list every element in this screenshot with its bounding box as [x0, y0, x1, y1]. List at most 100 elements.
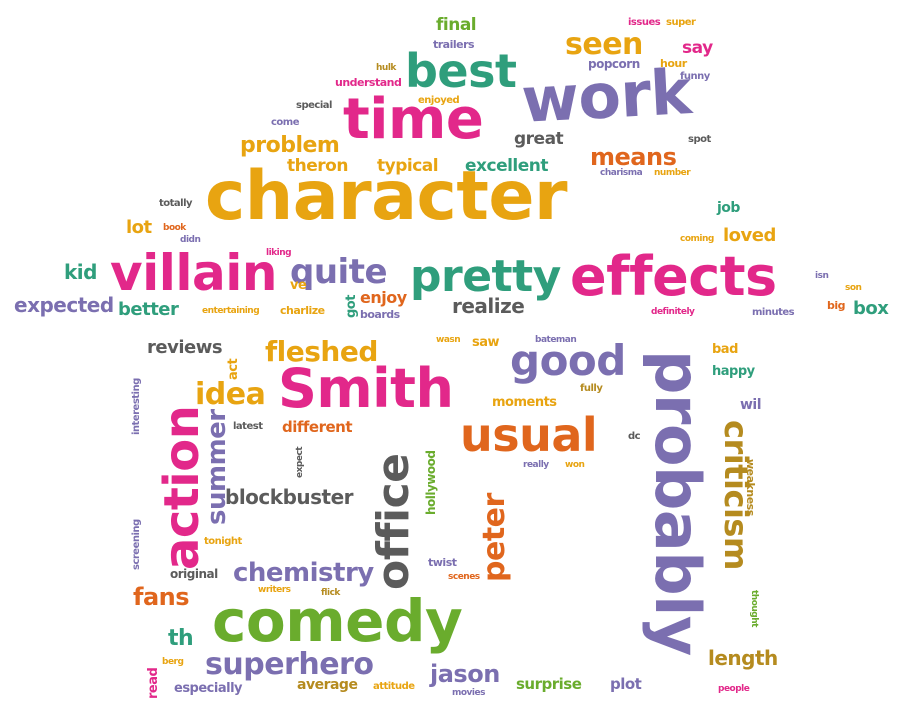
word-interesting: interesting	[132, 378, 142, 435]
word-weakness: weakness	[745, 459, 756, 516]
word-charlize: charlize	[280, 305, 325, 316]
word-attitude: attitude	[373, 682, 415, 692]
word-issues: issues	[628, 18, 660, 28]
word-kid: kid	[64, 262, 97, 282]
word-entertaining: entertaining	[202, 307, 259, 316]
word-fans: fans	[133, 585, 189, 609]
word-spot: spot	[688, 135, 711, 145]
word-act: act	[227, 359, 240, 380]
word-wasn: wasn	[436, 336, 460, 345]
word-action: action	[158, 406, 206, 570]
word-moments: moments	[492, 396, 557, 409]
word-time: time	[343, 92, 483, 148]
word-superhero: superhero	[205, 650, 373, 680]
word-hollywood: hollywood	[425, 451, 437, 516]
word-smith: Smith	[278, 362, 453, 416]
word-special: special	[296, 101, 332, 111]
word-come: come	[271, 118, 299, 128]
word-enjoyed: enjoyed	[418, 96, 459, 106]
word-seen: seen	[565, 30, 643, 60]
word-say: say	[682, 40, 713, 57]
word-understand: understand	[335, 77, 401, 88]
word-villain: villain	[110, 248, 277, 298]
word-funny: funny	[680, 72, 710, 82]
word-original: original	[170, 568, 218, 580]
word-box: box	[853, 300, 888, 318]
word-chemistry: chemistry	[233, 560, 374, 586]
word-trailers: trailers	[433, 39, 474, 50]
word-work: work	[520, 61, 693, 132]
word-happy: happy	[712, 365, 755, 378]
word-wil: wil	[740, 398, 761, 412]
word-especially: especially	[174, 682, 242, 695]
word-latest: latest	[233, 422, 262, 432]
word-fleshed: fleshed	[265, 338, 378, 366]
word-bad: bad	[712, 343, 738, 356]
word-hulk: hulk	[376, 64, 396, 73]
word-fully: fully	[580, 384, 602, 394]
word-boards: boards	[360, 309, 400, 320]
word-peter: peter	[480, 493, 510, 582]
word-big: big	[827, 300, 845, 311]
word-length: length	[708, 648, 778, 668]
word-problem: problem	[240, 135, 339, 157]
word-number: number	[654, 169, 690, 178]
word-pretty: pretty	[410, 255, 561, 299]
word-theron: theron	[287, 158, 348, 175]
word-hour: hour	[660, 58, 687, 69]
word-expected: expected	[14, 295, 114, 315]
word-means: means	[590, 145, 676, 169]
word-better: better	[118, 301, 178, 319]
word-different: different	[282, 420, 352, 435]
word-didn: didn	[180, 236, 200, 245]
word-expect: expect	[296, 447, 305, 478]
word-usual: usual	[460, 412, 597, 458]
word-isn: isn	[815, 272, 828, 281]
word-won: won	[565, 461, 584, 470]
word-minutes: minutes	[752, 308, 794, 318]
word-reviews: reviews	[147, 339, 222, 357]
word-popcorn: popcorn	[588, 58, 640, 70]
word-bateman: bateman	[535, 336, 576, 345]
word-summer: summer	[204, 409, 230, 525]
word-scenes: scenes	[448, 573, 480, 582]
word-lot: lot	[126, 219, 152, 237]
word-job: job	[717, 201, 740, 215]
word-final: final	[436, 17, 476, 34]
word-twist: twist	[428, 557, 457, 568]
word-plot: plot	[610, 677, 641, 692]
word-great: great	[514, 131, 563, 148]
word-blockbuster: blockbuster	[225, 487, 353, 507]
word-people: people	[718, 685, 749, 694]
word-writers: writers	[258, 586, 291, 595]
word-jason: jason	[430, 662, 500, 686]
word-book: book	[163, 224, 186, 233]
word-liking: liking	[266, 249, 291, 258]
word-best: best	[405, 48, 517, 94]
word-ve: ve	[290, 279, 306, 292]
word-flick: flick	[321, 589, 340, 598]
word-son: son	[845, 284, 861, 293]
word-really: really	[523, 461, 549, 470]
word-typical: typical	[377, 158, 438, 175]
word-enjoy: enjoy	[360, 290, 407, 306]
word-loved: loved	[723, 227, 776, 245]
word-effects: effects	[570, 250, 777, 304]
word-totally: totally	[159, 199, 192, 209]
word-office: office	[372, 453, 416, 590]
word-dc: dc	[628, 432, 640, 442]
word-read: read	[147, 668, 160, 699]
word-comedy: comedy	[212, 592, 462, 650]
word-probably: probably	[646, 350, 708, 656]
word-super: super	[666, 18, 695, 28]
word-charisma: charisma	[600, 169, 642, 178]
word-got: got	[345, 295, 358, 318]
word-th: th	[168, 628, 193, 650]
word-realize: realize	[452, 296, 524, 316]
word-good: good	[510, 340, 626, 382]
word-thought: thought	[749, 590, 758, 627]
word-saw: saw	[472, 336, 499, 349]
word-tonight: tonight	[204, 537, 242, 547]
word-berg: berg	[162, 658, 183, 667]
